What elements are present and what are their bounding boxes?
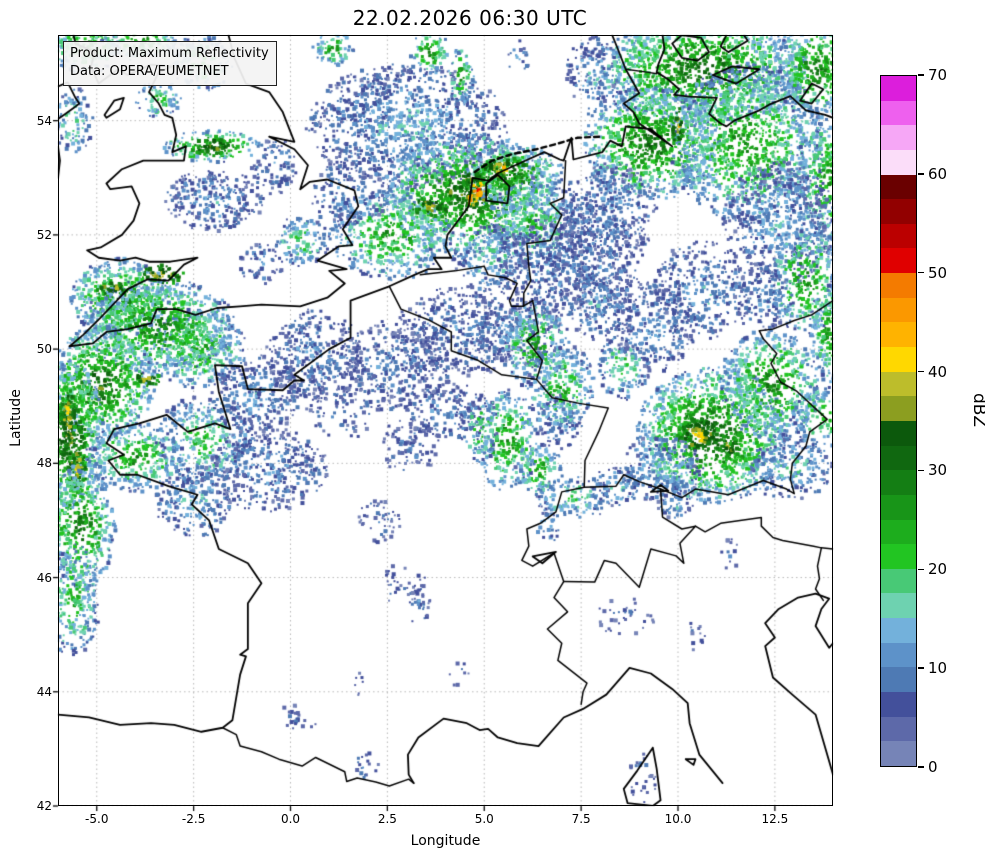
colorbar-segment — [881, 149, 916, 175]
x-axis-label: Longitude — [410, 833, 481, 849]
x-tick-label: 10.0 — [664, 812, 692, 826]
colorbar-segment — [881, 223, 916, 249]
colorbar-tick-label: 70 — [928, 66, 948, 84]
colorbar-unit-label: dBZ — [969, 392, 985, 428]
colorbar-segment — [881, 568, 916, 594]
colorbar-segment — [881, 445, 916, 471]
y-tick-label: 44 — [36, 684, 52, 699]
colorbar-segment — [881, 100, 916, 126]
colorbar-tick-mark — [918, 370, 924, 373]
colorbar-tick-label: 10 — [928, 659, 948, 678]
colorbar-tick-mark — [918, 667, 924, 669]
product-label: Product: Maximum Reflectivity — [70, 46, 269, 61]
colorbar-segment — [881, 642, 916, 668]
colorbar-segment — [881, 420, 916, 446]
colorbar-segment — [881, 174, 916, 200]
colorbar-tick-mark — [918, 173, 924, 175]
colorbar-segment — [881, 76, 916, 101]
colorbar-segment — [881, 297, 916, 323]
colorbar-segment — [881, 519, 916, 545]
product-annotation-box: Product: Maximum Reflectivity Data: OPER… — [63, 41, 277, 86]
colorbar-segment — [881, 544, 916, 569]
y-axis-label: Latitude — [8, 389, 24, 447]
colorbar-segment — [881, 618, 916, 643]
colorbar-tick-label: 60 — [928, 164, 948, 183]
colorbar-segment — [881, 667, 916, 693]
colorbar-segment — [881, 396, 916, 421]
y-tick-label: 42 — [36, 799, 52, 813]
y-tick-label: 48 — [36, 456, 52, 471]
x-tick-label: 7.5 — [571, 812, 591, 826]
colorbar-tick-mark — [918, 568, 924, 570]
colorbar-tick-label: 0 — [928, 758, 938, 776]
colorbar-segment — [881, 248, 916, 274]
colorbar-segment — [881, 347, 916, 372]
colorbar-tick-label: 50 — [928, 263, 948, 282]
y-tick-label: 52 — [36, 227, 52, 242]
y-tick-label: 54 — [36, 113, 52, 128]
colorbar-segment — [881, 322, 916, 348]
data-source-label: Data: OPERA/EUMETNET — [70, 64, 229, 79]
colorbar-tick-mark — [918, 272, 924, 274]
x-tick-label: 2.5 — [377, 812, 397, 826]
colorbar-segment — [881, 494, 916, 520]
y-tick-label: 46 — [36, 570, 52, 585]
colorbar-segment — [881, 741, 916, 766]
colorbar-tick-mark — [918, 74, 924, 76]
y-tick-label: 50 — [36, 342, 52, 357]
x-tick-label: 12.5 — [761, 812, 789, 826]
x-tick-label: -5.0 — [85, 812, 109, 826]
x-tick-label: 0.0 — [280, 812, 301, 826]
colorbar-segment — [881, 716, 916, 742]
colorbar-segment — [881, 692, 916, 717]
colorbar-segment — [881, 199, 916, 224]
colorbar-segment — [881, 371, 916, 397]
x-tick-label: -2.5 — [181, 812, 206, 826]
x-tick-label: 5.0 — [474, 812, 494, 826]
colorbar-tick-label: 20 — [928, 560, 948, 579]
colorbar-tick-label: 40 — [928, 362, 948, 381]
colorbar-tick-label: 30 — [928, 461, 948, 480]
colorbar — [880, 75, 917, 767]
colorbar-tick-mark — [918, 766, 924, 768]
colorbar-segment — [881, 125, 916, 150]
colorbar-tick-mark — [918, 469, 924, 472]
colorbar-segment — [881, 593, 916, 619]
colorbar-segment — [881, 470, 916, 495]
colorbar-segment — [881, 273, 916, 298]
